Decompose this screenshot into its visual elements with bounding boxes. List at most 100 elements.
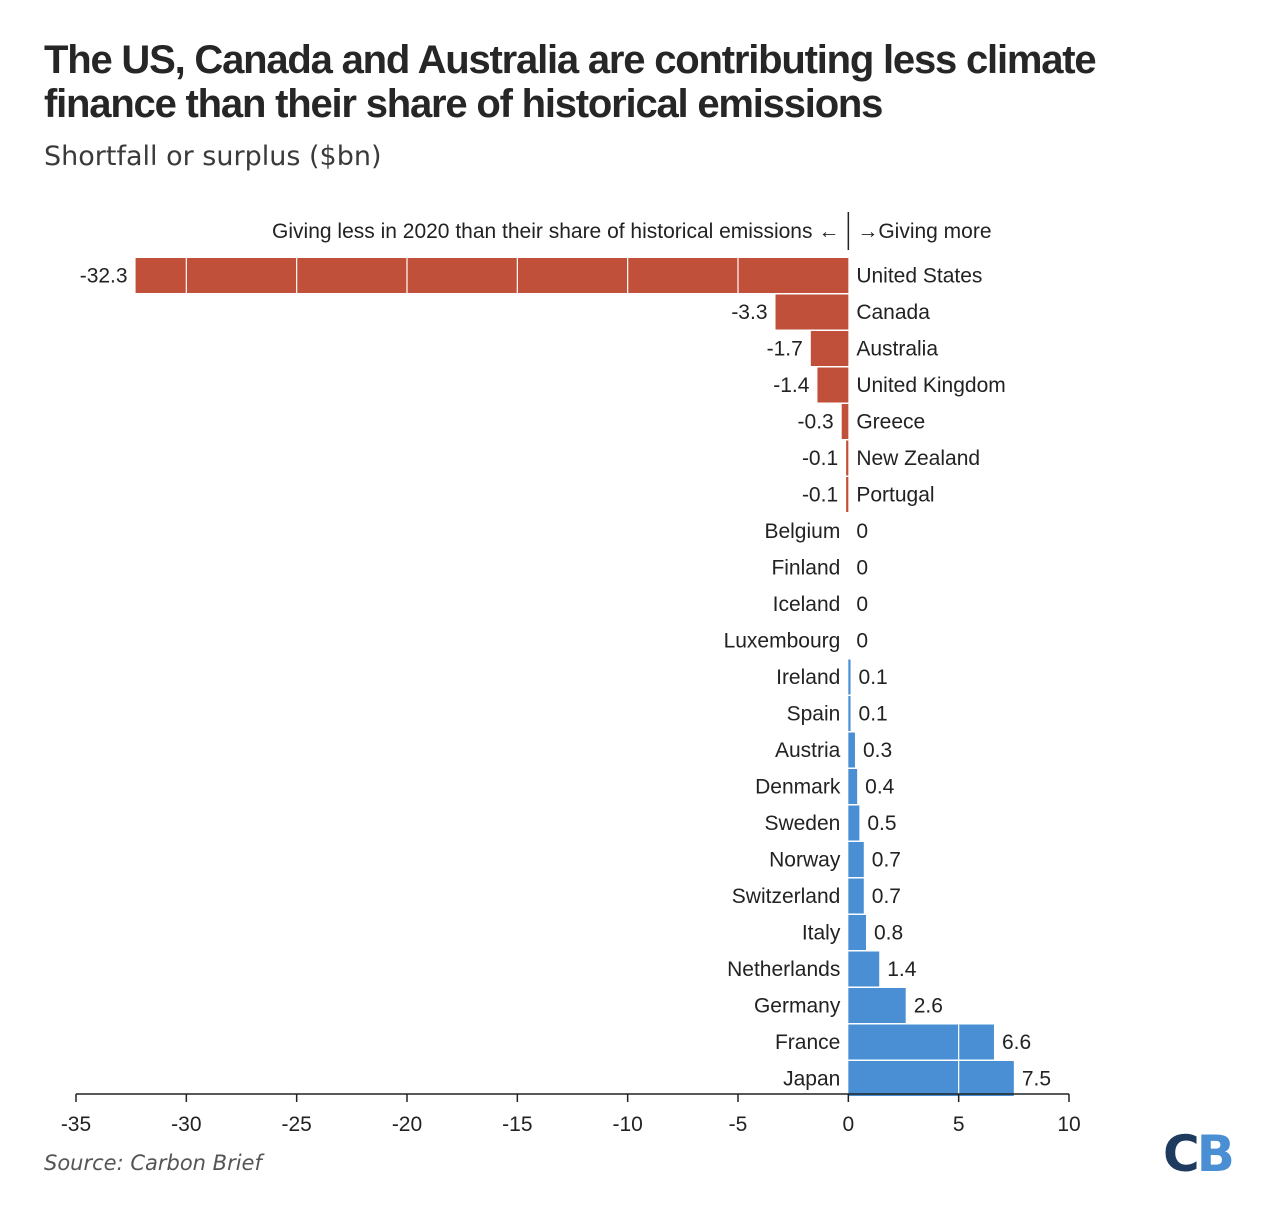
bar bbox=[135, 258, 849, 293]
bar bbox=[810, 331, 849, 366]
category-label: Sweden bbox=[764, 812, 840, 835]
bar bbox=[817, 367, 849, 403]
category-label: Belgium bbox=[764, 520, 840, 543]
bar-value-label: -3.3 bbox=[731, 301, 767, 324]
category-label: Italy bbox=[802, 922, 841, 945]
bar bbox=[848, 988, 906, 1023]
category-label: Austria bbox=[775, 739, 841, 762]
bar-row: -1.7 Australia bbox=[767, 331, 938, 366]
bar-value-label: 0 bbox=[856, 520, 868, 543]
bar-value-label: 0.3 bbox=[863, 739, 892, 762]
bar-row: -1.4 United Kingdom bbox=[773, 367, 1006, 403]
x-tick-label: -10 bbox=[612, 1113, 642, 1136]
bar bbox=[775, 294, 849, 330]
bar-row: -0.3 Greece bbox=[798, 404, 925, 439]
category-label: Portugal bbox=[856, 484, 934, 507]
x-tick-label: 10 bbox=[1057, 1113, 1080, 1136]
category-label: Spain bbox=[787, 703, 841, 726]
bar bbox=[848, 1024, 994, 1060]
x-tick-label: -25 bbox=[281, 1113, 311, 1136]
category-label: Canada bbox=[856, 301, 930, 324]
bar-value-label: -0.3 bbox=[798, 411, 834, 434]
bar-row: 0 Finland bbox=[771, 557, 868, 580]
bar-value-label: 1.4 bbox=[887, 958, 917, 981]
x-tick-label: 5 bbox=[953, 1113, 965, 1136]
category-label: United States bbox=[856, 265, 982, 288]
category-label: France bbox=[775, 1031, 840, 1054]
bar-row: -3.3 Canada bbox=[731, 294, 930, 330]
category-label: Ireland bbox=[776, 666, 840, 689]
bar-value-label: 0 bbox=[856, 593, 868, 616]
bar bbox=[848, 915, 866, 950]
bar-value-label: 0.7 bbox=[872, 849, 901, 872]
legend-giving-more: →Giving more bbox=[857, 220, 991, 243]
x-tick-label: -35 bbox=[61, 1113, 91, 1136]
bar-value-label: -0.1 bbox=[802, 447, 838, 470]
bar-value-label: -0.1 bbox=[802, 484, 838, 507]
bar-row: 0.5 Sweden bbox=[764, 805, 897, 841]
bar-row: 0.3 Austria bbox=[775, 732, 892, 768]
bar bbox=[848, 769, 858, 804]
source-note: Source: Carbon Brief bbox=[44, 1151, 262, 1175]
bar bbox=[848, 1061, 1014, 1096]
bar-value-label: 0.8 bbox=[874, 922, 903, 945]
bar bbox=[848, 805, 860, 841]
bar bbox=[848, 878, 864, 914]
bar-row: 7.5 Japan bbox=[783, 1061, 1051, 1096]
bar-row: 1.4 Netherlands bbox=[727, 951, 917, 987]
bar-chart: Giving less in 2020 than their share of … bbox=[61, 212, 1081, 1136]
bar-row: 0.1 Spain bbox=[787, 696, 888, 731]
chart-title: The US, Canada and Australia are contrib… bbox=[44, 38, 1097, 126]
bar-row: 0.7 Switzerland bbox=[732, 878, 901, 914]
bar-value-label: 0.4 bbox=[865, 776, 895, 799]
bar-row: 0.1 Ireland bbox=[776, 659, 888, 695]
bar-row: -0.1 Portugal bbox=[802, 477, 935, 512]
x-tick-label: -5 bbox=[729, 1113, 748, 1136]
legend-giving-less: Giving less in 2020 than their share of … bbox=[272, 220, 839, 243]
category-label: Iceland bbox=[773, 593, 841, 616]
bar-row: 0.4 Denmark bbox=[755, 769, 895, 804]
bar-value-label: 7.5 bbox=[1022, 1068, 1051, 1091]
bar-row: 6.6 France bbox=[775, 1024, 1031, 1060]
category-label: Netherlands bbox=[727, 958, 840, 981]
bar bbox=[846, 477, 849, 512]
bar-row: -32.3 United States bbox=[80, 258, 982, 293]
category-label: New Zealand bbox=[856, 447, 980, 470]
bar bbox=[846, 440, 849, 476]
category-label: Switzerland bbox=[732, 885, 841, 908]
category-label: Australia bbox=[856, 338, 938, 361]
bar-value-label: 0.5 bbox=[867, 812, 896, 835]
bar-row: 0.7 Norway bbox=[769, 842, 901, 877]
bar-value-label: 0.1 bbox=[859, 666, 888, 689]
category-label: Japan bbox=[783, 1068, 840, 1091]
bar-row: 0.8 Italy bbox=[802, 915, 903, 950]
bar-row: -0.1 New Zealand bbox=[802, 440, 980, 476]
bar-value-label: -1.4 bbox=[773, 374, 810, 397]
bar bbox=[848, 659, 851, 695]
bar-value-label: -1.7 bbox=[767, 338, 803, 361]
category-label: Greece bbox=[856, 411, 925, 434]
bar-value-label: 0.7 bbox=[872, 885, 901, 908]
bar-row: 0 Iceland bbox=[773, 593, 868, 616]
bar bbox=[848, 732, 855, 768]
bar-row: 2.6 Germany bbox=[754, 988, 943, 1023]
bar bbox=[848, 951, 880, 987]
bar-value-label: 0 bbox=[856, 557, 868, 580]
category-label: Finland bbox=[771, 557, 840, 580]
bar-value-label: -32.3 bbox=[80, 265, 128, 288]
x-tick-label: -30 bbox=[171, 1113, 201, 1136]
x-tick-label: -15 bbox=[502, 1113, 532, 1136]
category-label: Luxembourg bbox=[724, 630, 841, 653]
chart-subtitle: Shortfall or surplus ($bn) bbox=[44, 141, 382, 172]
category-label: Norway bbox=[769, 849, 841, 872]
bar bbox=[848, 842, 864, 877]
x-tick-label: -20 bbox=[392, 1113, 422, 1136]
category-label: Denmark bbox=[755, 776, 841, 799]
bar-value-label: 6.6 bbox=[1002, 1031, 1031, 1054]
bar-value-label: 2.6 bbox=[914, 995, 943, 1018]
x-tick-label: 0 bbox=[842, 1113, 854, 1136]
category-label: Germany bbox=[754, 995, 841, 1018]
category-label: United Kingdom bbox=[856, 374, 1005, 397]
bar-value-label: 0.1 bbox=[859, 703, 888, 726]
bar-row: 0 Belgium bbox=[764, 520, 868, 543]
